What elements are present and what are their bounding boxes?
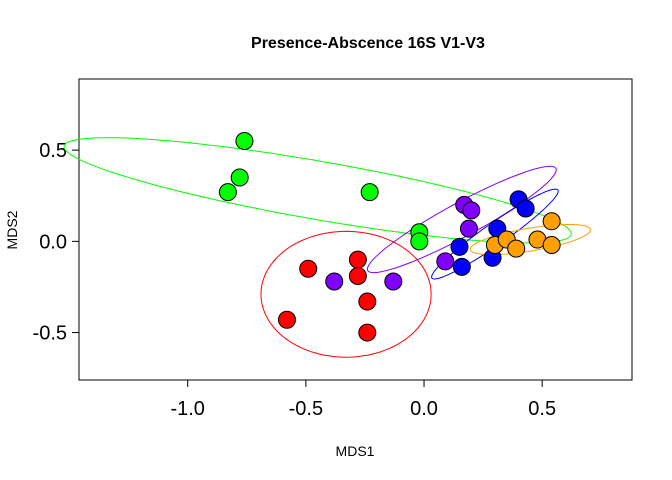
data-point (230, 168, 249, 187)
data-point (360, 183, 379, 202)
data-point (452, 257, 471, 276)
data-point (218, 183, 237, 202)
data-point (277, 310, 296, 329)
y-tick-label: -0.5 (33, 323, 67, 345)
data-point (235, 132, 254, 151)
data-point (450, 237, 469, 256)
confidence-ellipse (63, 137, 572, 244)
data-point (516, 199, 535, 218)
chart-title: Presence-Abscence 16S V1-V3 (251, 35, 485, 52)
data-point (348, 267, 367, 286)
x-axis: -1.0 -0.5 0.0 0.5 (170, 379, 556, 420)
data-point (507, 239, 526, 258)
confidence-ellipse (260, 230, 432, 358)
data-point (459, 219, 478, 238)
data-point (384, 272, 403, 291)
x-axis-label: MDS1 (336, 443, 375, 459)
data-point (358, 323, 377, 342)
data-point (358, 292, 377, 311)
data-point (410, 232, 429, 251)
y-axis: -0.5 0.0 0.5 (33, 140, 80, 345)
x-tick-label: 0.0 (410, 398, 438, 420)
data-point (462, 201, 481, 220)
data-point (542, 212, 561, 231)
y-tick-label: 0.5 (39, 140, 67, 162)
x-tick-label: -1.0 (170, 398, 204, 420)
data-point (542, 236, 561, 255)
data-point (299, 259, 318, 278)
x-tick-label: 0.5 (528, 398, 556, 420)
data-point (325, 272, 344, 291)
points (218, 132, 561, 342)
data-point (348, 250, 367, 269)
y-axis-label: MDS2 (4, 210, 20, 249)
data-point (436, 252, 455, 271)
x-tick-label: -0.5 (289, 398, 323, 420)
y-tick-label: 0.0 (39, 231, 67, 253)
